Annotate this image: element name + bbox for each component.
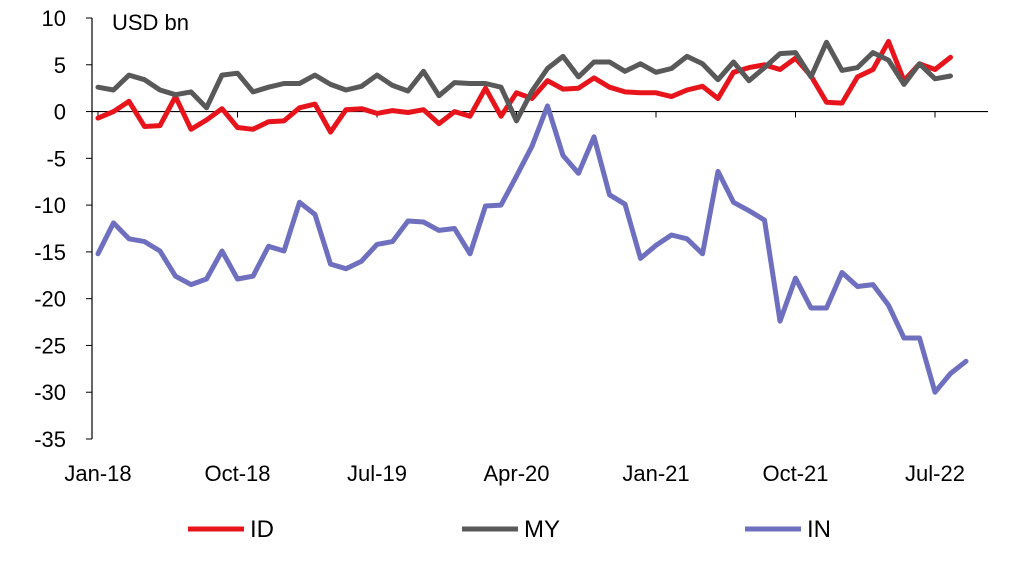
y-tick-label: 10 (42, 6, 66, 31)
series-lines (95, 38, 969, 395)
y-tick-label: 5 (54, 53, 66, 78)
legend-label-id: ID (250, 516, 274, 543)
x-tick-label: Jul-22 (905, 461, 965, 486)
legend-label-my: MY (524, 516, 560, 543)
y-tick-label: -30 (34, 380, 66, 405)
y-tick-label: -10 (34, 193, 66, 218)
axes: 10 5 0 -5 -10 -15 -20 -25 -30 -35 Jan-18 Oct-18 Jul-… (34, 6, 988, 486)
legend: ID MY IN (188, 516, 831, 543)
x-tick-label: Jan-21 (622, 461, 689, 486)
x-tick-label: Oct-21 (762, 461, 828, 486)
series-line-in (95, 103, 969, 395)
y-tick-label: -5 (46, 146, 66, 171)
y-unit-label: USD bn (112, 10, 189, 35)
legend-label-in: IN (807, 516, 831, 543)
y-tick-label: -25 (34, 333, 66, 358)
x-tick-label: Oct-18 (204, 461, 270, 486)
x-tick-label: Apr-20 (483, 461, 549, 486)
y-tick-label: -35 (34, 427, 66, 452)
y-tick-label: -15 (34, 240, 66, 265)
x-tick-label: Jan-18 (64, 461, 131, 486)
x-tick-label: Jul-19 (347, 461, 407, 486)
series-line-my (95, 39, 953, 124)
y-tick-label: 0 (54, 100, 66, 125)
y-tick-label: -20 (34, 287, 66, 312)
